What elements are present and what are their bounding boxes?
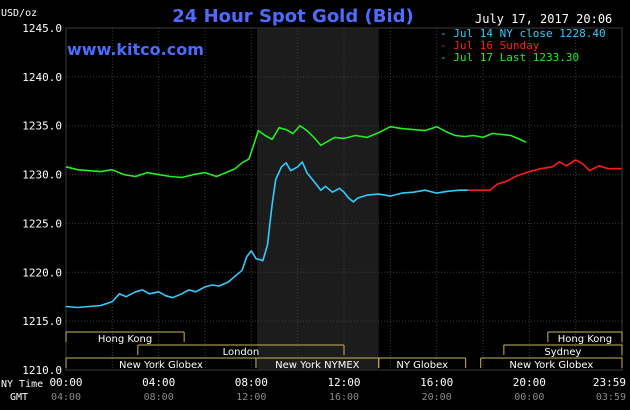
y-axis-ticks: 1210.0 1215.0 1220.0 1225.0 1230.0 1235.0 1240… (22, 22, 62, 377)
y-tick-label: 1210.0 (22, 364, 62, 377)
x-tick-label-ny: 20:00 (513, 376, 546, 389)
trading-sessions: Hong Kong London New York Globex New York N… (65, 331, 623, 371)
x-tick-label-gmt: 04:00 (51, 392, 81, 403)
y-axis-unit: USD/oz (1, 8, 37, 19)
y-tick-label: 1240.0 (22, 71, 62, 84)
series-line (65, 161, 468, 309)
session-label: NY Globex (396, 360, 448, 371)
price-series (65, 124, 622, 309)
x-tick-label-gmt: 08:00 (144, 392, 174, 403)
x-tick-label-gmt: 00:00 (514, 392, 544, 403)
session-label: New York NYMEX (275, 360, 360, 371)
legend: - Jul 14 NY close 1228.40- Jul 16 Sunday… (440, 27, 606, 64)
nymex-highlight-band (257, 28, 379, 370)
legend-entry: - Jul 17 Last 1233.30 (440, 51, 579, 64)
y-tick-label: 1225.0 (22, 217, 62, 230)
session-label: Hong Kong (98, 334, 152, 345)
x-tick-label-ny: 12:00 (327, 376, 360, 389)
y-tick-label: 1215.0 (22, 315, 62, 328)
x-tick-label-ny: 00:00 (49, 376, 82, 389)
x-tick-label-ny: 04:00 (142, 376, 175, 389)
grid-lines (65, 27, 623, 371)
legend-entry: - Jul 14 NY close 1228.40 (440, 27, 606, 40)
x-tick-label-ny: 16:00 (420, 376, 453, 389)
series-line (467, 159, 622, 191)
session-label: New York Globex (119, 360, 203, 371)
y-tick-label: 1235.0 (22, 120, 62, 133)
x-tick-label-gmt: 12:00 (236, 392, 266, 403)
x-tick-label-ny: 08:00 (235, 376, 268, 389)
session-label: London (223, 347, 260, 358)
x-axis-name-gmt: GMT (10, 392, 28, 403)
session-label: New York Globex (509, 360, 593, 371)
y-tick-label: 1245.0 (22, 22, 62, 35)
y-tick-label: 1220.0 (22, 266, 62, 279)
x-tick-label-gmt: 16:00 (329, 392, 359, 403)
y-tick-label: 1230.0 (22, 169, 62, 182)
series-line (65, 124, 527, 179)
session-label: Hong Kong (558, 334, 612, 345)
chart-title: 24 Hour Spot Gold (Bid) (172, 6, 413, 27)
chart-date: July 17, 2017 20:06 (475, 12, 612, 26)
x-tick-label-gmt: 20:00 (422, 392, 452, 403)
source-url[interactable]: www.kitco.com (67, 40, 204, 59)
x-axis-ticks: 00:00 04:00 04:00 08:00 08:00 12:00 12:00 16:00… (49, 376, 626, 403)
x-tick-label-ny: 23:59 (593, 376, 626, 389)
x-tick-label-gmt: 03:59 (596, 392, 626, 403)
session-label: Sydney (544, 347, 581, 358)
legend-entry: - Jul 16 Sunday (440, 39, 540, 52)
x-axis-name-ny: NY Time (1, 379, 43, 390)
